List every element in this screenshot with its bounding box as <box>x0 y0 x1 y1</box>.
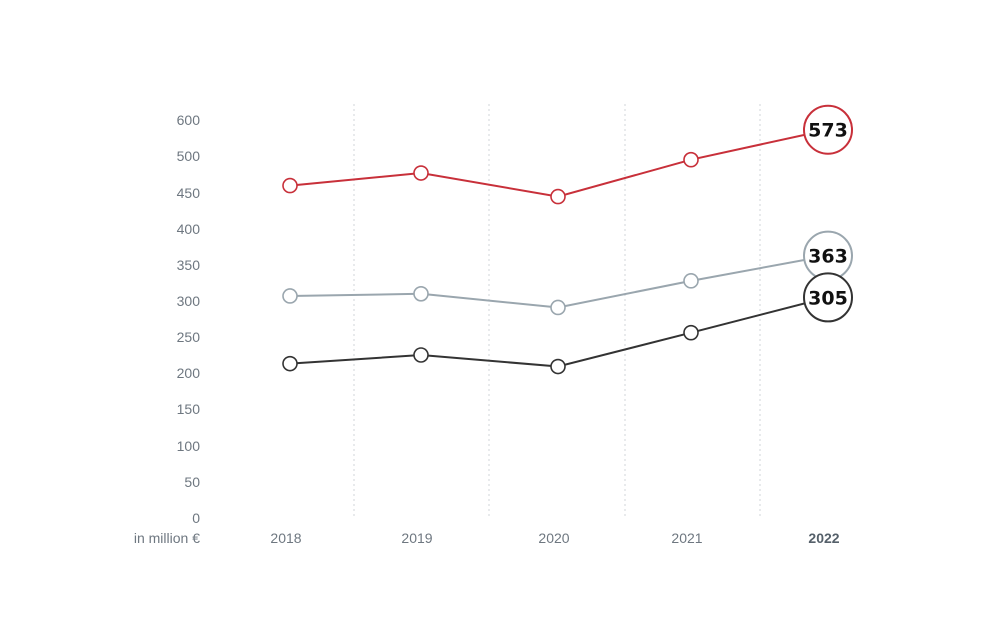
data-point <box>550 299 566 316</box>
series-2: 305 <box>282 272 853 375</box>
x-tick-label: 2020 <box>538 530 569 546</box>
data-point <box>282 288 298 304</box>
series-0: 573 <box>282 104 853 205</box>
x-axis: in million € 2018 2019 2020 2021 2022 <box>134 530 840 546</box>
x-tick-label: 2022 <box>808 530 839 546</box>
x-tick-label: 2018 <box>270 530 301 546</box>
data-point <box>550 188 566 205</box>
gridlines <box>353 104 761 516</box>
x-tick-label: 2019 <box>401 530 432 546</box>
series-line <box>289 254 829 309</box>
series-line <box>289 128 829 198</box>
y-tick-label: 400 <box>177 221 201 237</box>
end-value-bubble <box>803 272 853 323</box>
y-tick-label: 600 <box>177 112 201 128</box>
end-value-label: 573 <box>808 120 848 142</box>
data-point <box>683 273 699 289</box>
data-point <box>413 165 429 181</box>
y-tick-label: 50 <box>184 474 200 490</box>
end-value-label: 305 <box>808 287 848 309</box>
y-tick-label: 300 <box>177 293 201 309</box>
data-point <box>683 151 699 168</box>
data-point <box>683 324 699 341</box>
y-tick-label: 350 <box>177 257 201 273</box>
end-value-label: 363 <box>808 246 848 268</box>
y-tick-label: 450 <box>177 185 201 201</box>
x-tick-label: 2021 <box>671 530 702 546</box>
y-axis: 0 50 100 150 200 250 300 350 400 450 500 600 <box>177 112 201 526</box>
data-point <box>282 355 298 372</box>
y-tick-label: 150 <box>177 401 201 417</box>
y-tick-label: 200 <box>177 365 201 381</box>
data-point <box>413 285 429 302</box>
end-value-bubble <box>803 104 853 155</box>
y-tick-label: 250 <box>177 329 201 345</box>
y-tick-label: 0 <box>192 510 200 526</box>
y-tick-label: 100 <box>177 438 201 454</box>
data-point <box>282 177 298 194</box>
data-point <box>413 347 429 363</box>
data-point <box>550 358 566 375</box>
series-group: 573 363 305 <box>282 104 853 375</box>
y-tick-label: 500 <box>177 148 201 164</box>
y-unit-label: in million € <box>134 530 200 546</box>
series-1: 363 <box>282 230 853 316</box>
